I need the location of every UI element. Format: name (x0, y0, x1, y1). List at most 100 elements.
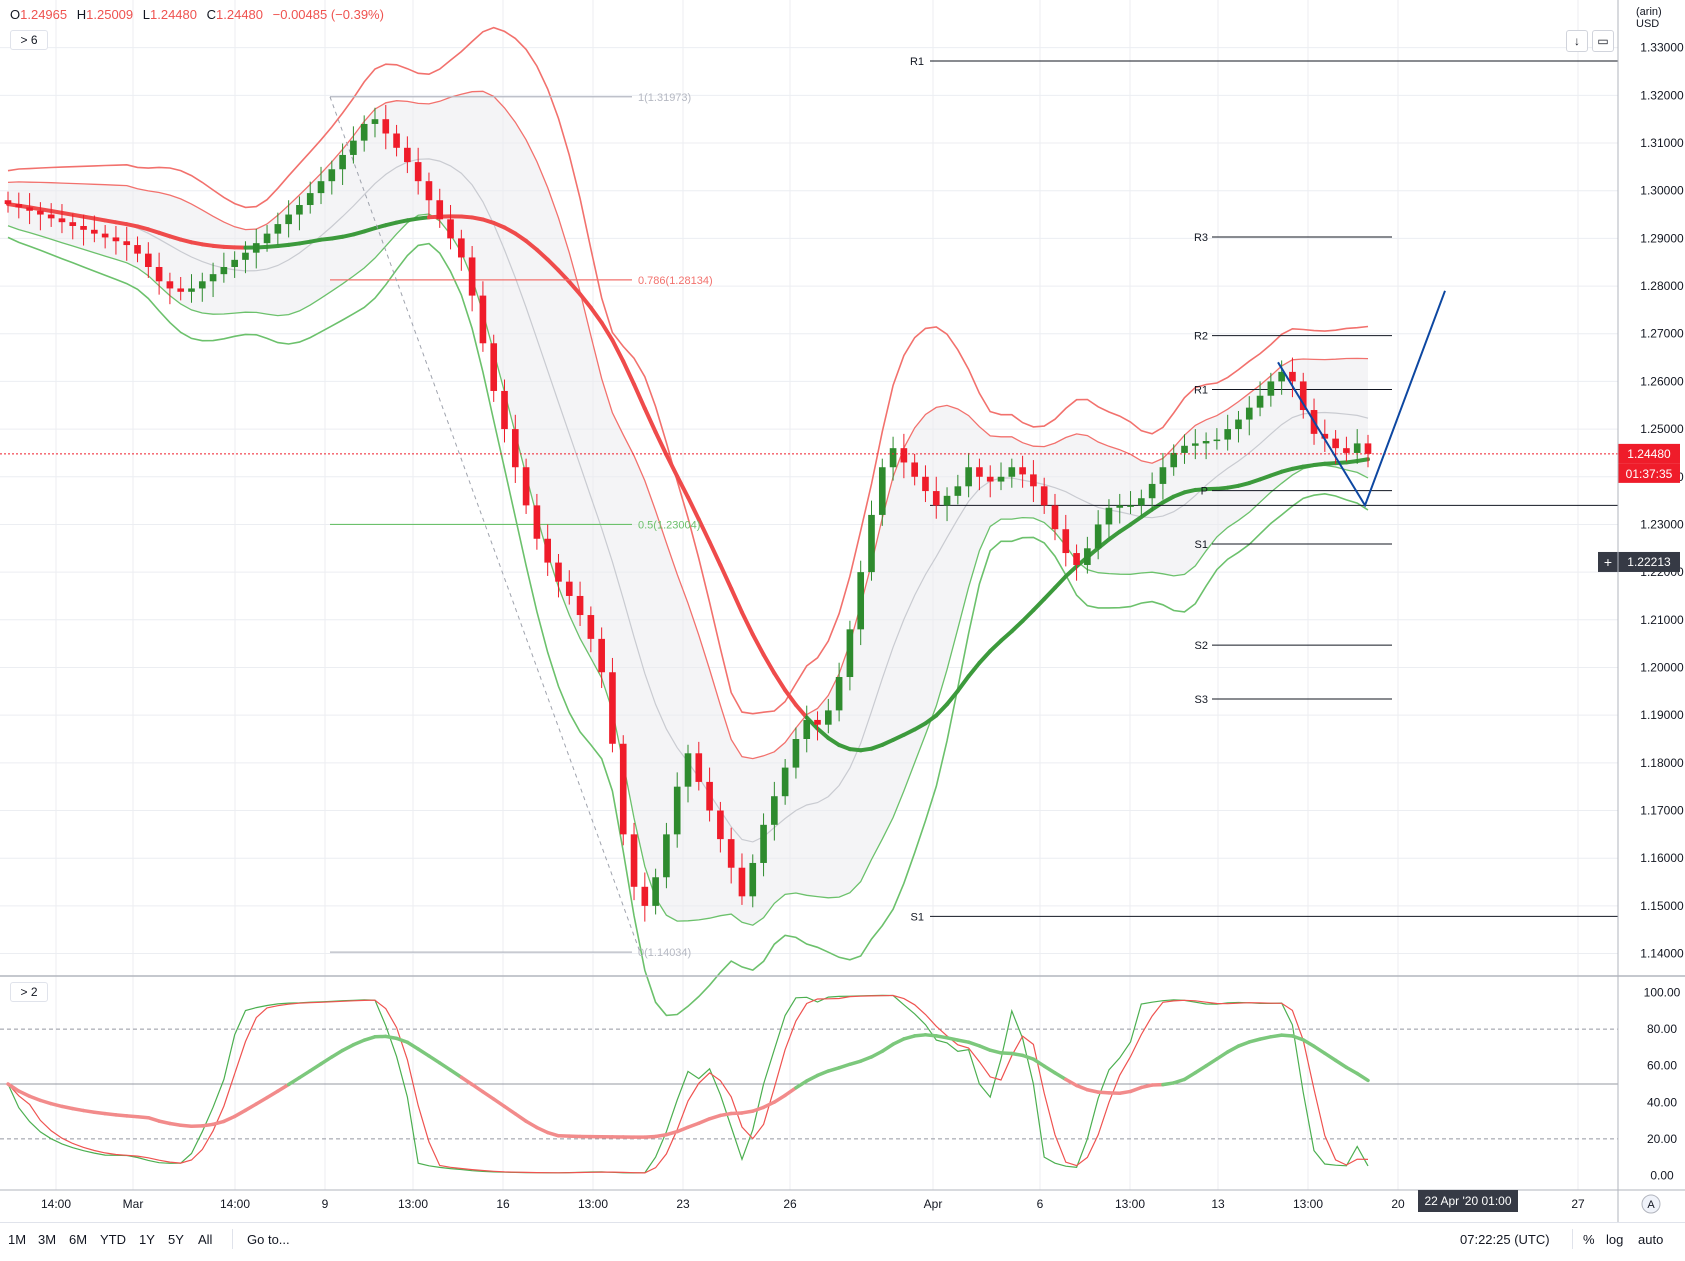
candle-body (372, 119, 379, 124)
candle-body (1030, 474, 1037, 486)
range-5y[interactable]: 5Y (168, 1232, 184, 1247)
time-tick-label: 13:00 (578, 1197, 608, 1211)
time-tick-label: Mar (123, 1197, 144, 1211)
candle-body (944, 496, 951, 506)
candle-body (588, 615, 595, 639)
candle-body (1008, 467, 1015, 477)
candle-body (404, 148, 411, 162)
crosshair-price-text: 1.22213 (1627, 555, 1671, 569)
candle-body (361, 124, 368, 141)
candle-body (48, 215, 55, 219)
candle-body (706, 782, 713, 811)
candle-body (544, 539, 551, 563)
pivot-short-label: S1 (1195, 539, 1208, 551)
time-tick-label: 16 (496, 1197, 510, 1211)
time-tick-label: 6 (1037, 1197, 1044, 1211)
candle-body (339, 155, 346, 169)
candle (620, 735, 627, 845)
open-value: 1.24965 (20, 7, 67, 22)
candle-body (577, 596, 584, 615)
time-tick-label: 14:00 (41, 1197, 71, 1211)
goto-button[interactable]: Go to... (247, 1232, 290, 1247)
candle-body (436, 200, 443, 219)
crosshair-time-text: 22 Apr '20 01:00 (1424, 1194, 1511, 1208)
range-6m[interactable]: 6M (69, 1232, 87, 1247)
candle-body (1257, 396, 1264, 408)
candle-body (1235, 420, 1242, 430)
candle-body (857, 572, 864, 629)
price-tick-label: 1.29000 (1640, 231, 1684, 245)
candle-body (739, 868, 746, 897)
candle-body (1181, 446, 1188, 453)
candle-body (1224, 429, 1231, 439)
ohlc-legend: O1.24965 H1.25009 L1.24480 C1.24480 −0.0… (10, 7, 390, 22)
fib-level-label: 1(1.31973) (638, 92, 691, 104)
download-arrow-icon[interactable]: ↓ (1566, 30, 1588, 52)
osc-tick-label: 40.00 (1647, 1095, 1677, 1109)
range-all[interactable]: All (198, 1232, 212, 1247)
divider (1572, 1229, 1573, 1249)
range-1y[interactable]: 1Y (139, 1232, 155, 1247)
close-key: C (207, 7, 216, 22)
percent-toggle[interactable]: % (1583, 1232, 1595, 1247)
candle-body (350, 141, 357, 155)
candle-body (1365, 443, 1372, 453)
candle-body (620, 744, 627, 835)
time-tick-label: Apr (924, 1197, 943, 1211)
auto-toggle[interactable]: auto (1638, 1232, 1663, 1247)
price-tick-label: 1.23000 (1640, 517, 1684, 531)
candle-body (1289, 372, 1296, 382)
candle-body (1138, 498, 1145, 505)
time-tick-label: 27 (1571, 1197, 1585, 1211)
pivot-short-label: R2 (1194, 331, 1208, 343)
candle-body (631, 834, 638, 886)
candle-body (328, 169, 335, 181)
price-tick-label: 1.31000 (1640, 136, 1684, 150)
candle-body (1268, 381, 1275, 395)
main-legend-toggle[interactable]: > 6 (10, 30, 48, 50)
fullscreen-icon[interactable]: ▭ (1592, 30, 1614, 52)
time-tick-label: 20 (1391, 1197, 1405, 1211)
osc-legend-toggle[interactable]: > 2 (10, 982, 48, 1002)
time-tick-label: 14:00 (220, 1197, 250, 1211)
candle-body (955, 486, 962, 496)
pivot-short-label: P (1201, 486, 1208, 498)
candle-body (393, 133, 400, 147)
candle-body (231, 260, 238, 267)
range-1m[interactable]: 1M (8, 1232, 26, 1247)
range-3m[interactable]: 3M (38, 1232, 56, 1247)
candle-body (1246, 408, 1253, 420)
chevron-right-icon: > (20, 985, 27, 999)
price-tick-label: 1.18000 (1640, 756, 1684, 770)
candle-body (1192, 443, 1199, 445)
candle-body (1019, 467, 1026, 474)
currency-label: (arin) USD (1636, 6, 1662, 30)
log-toggle[interactable]: log (1606, 1232, 1623, 1247)
pivot-long-label: R1 (910, 56, 924, 68)
candle-body (382, 119, 389, 133)
candle-body (523, 467, 530, 505)
candle-body (512, 429, 519, 467)
candle-body (782, 768, 789, 797)
candle-body (922, 477, 929, 491)
candle-body (847, 629, 854, 677)
range-ytd[interactable]: YTD (100, 1232, 126, 1247)
candle-body (879, 467, 886, 515)
candle-body (458, 238, 465, 257)
candle-body (965, 467, 972, 486)
pivot-long-label: S1 (911, 911, 924, 923)
clock-label[interactable]: 07:22:25 (UTC) (1460, 1232, 1550, 1247)
change-value: −0.00485 (−0.39%) (273, 7, 384, 22)
osc-tick-label: 80.00 (1647, 1022, 1677, 1036)
candle-body (642, 887, 649, 906)
candle-body (447, 219, 454, 238)
time-tick-label: 9 (322, 1197, 329, 1211)
open-key: O (10, 7, 20, 22)
candle-body (480, 296, 487, 344)
plus-icon: + (1604, 554, 1612, 570)
candle-body (296, 205, 303, 215)
candle-body (307, 193, 314, 205)
candle-body (1343, 448, 1350, 453)
